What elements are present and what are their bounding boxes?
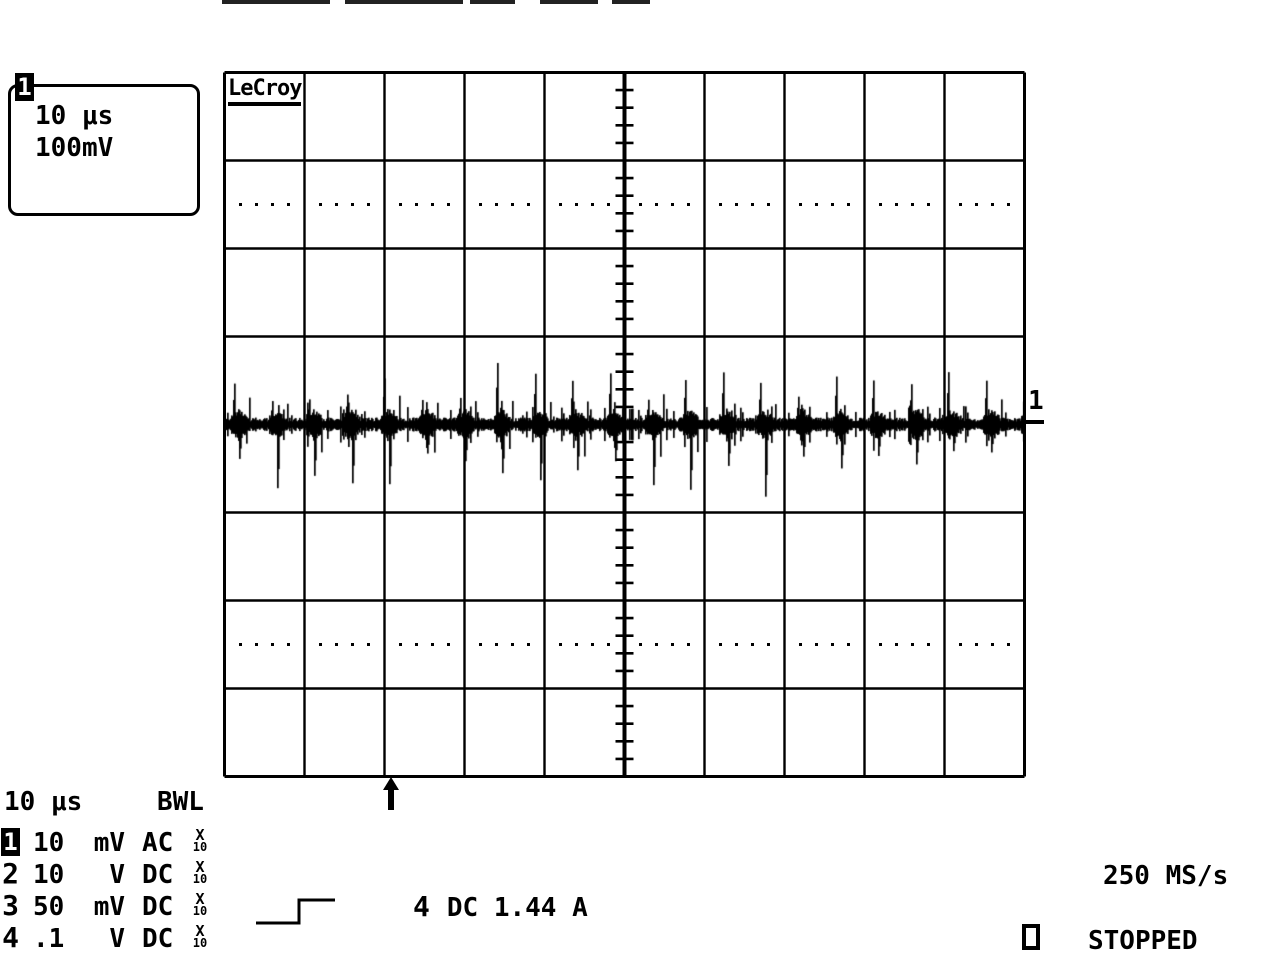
channel-1-probe-x10-icon: X 10 xyxy=(192,826,208,854)
trigger-source-channel: 4 xyxy=(413,890,430,923)
channel-3-unit: mV xyxy=(93,892,125,922)
channel-3-coupling: DC xyxy=(142,892,174,922)
channel-2-coupling: DC xyxy=(142,860,174,890)
channel-1-waveform-trace xyxy=(223,71,1026,778)
channel-1-badge: 1 xyxy=(1,828,20,856)
trace-1-level-marker-dash xyxy=(1024,420,1044,424)
channel-2-number: 2 xyxy=(2,857,19,890)
channel-4-unit: V xyxy=(109,924,125,954)
screen-artifact-bar xyxy=(612,0,650,4)
sample-rate-readout: 250 MS/s xyxy=(1103,861,1229,891)
channel-row-4: 4 .1 V DC X 10 xyxy=(0,924,230,954)
channel-row-2: 2 10 V DC X 10 xyxy=(0,860,230,890)
channel-3-number: 3 xyxy=(2,889,19,922)
channel-4-scale: .1 xyxy=(33,924,65,954)
trace-1-level-marker-label: 1 xyxy=(1028,386,1044,416)
stop-state-icon xyxy=(1022,924,1040,950)
channel-4-coupling: DC xyxy=(142,924,174,954)
channel-4-number: 4 xyxy=(2,921,19,954)
footer-timebase: 10 μs xyxy=(4,787,83,817)
channel-2-probe-x10-icon: X 10 xyxy=(192,858,208,886)
screen-artifact-bar xyxy=(540,0,598,4)
channel-3-scale: 50 xyxy=(33,892,65,922)
channel-3-probe-x10-icon: X 10 xyxy=(192,890,208,918)
channel-2-scale: 10 xyxy=(33,860,65,890)
trigger-level-readout: DC 1.44 A xyxy=(446,893,588,923)
trace-vdiv-readout: 100mV xyxy=(35,133,114,163)
trace-info-box: 1 10 μs 100mV xyxy=(8,73,200,216)
channel-row-1: 1 10 mV AC X 10 xyxy=(0,828,230,858)
screen-artifact-bar xyxy=(222,0,330,4)
channel-row-3: 3 50 mV DC X 10 xyxy=(0,892,230,922)
channel-1-coupling: AC xyxy=(142,828,174,858)
channel-1-unit: mV xyxy=(93,828,125,858)
trigger-readout: 4 DC 1.44 A xyxy=(413,890,588,923)
trigger-position-arrow-icon xyxy=(383,777,399,810)
channel-2-unit: V xyxy=(109,860,125,890)
trace-timebase-readout: 10 μs xyxy=(35,101,114,131)
channel-1-scale: 10 xyxy=(33,828,65,858)
screen-artifact-bar xyxy=(470,0,515,4)
graticule xyxy=(223,71,1026,778)
acquisition-status: STOPPED xyxy=(1088,926,1198,956)
channel-1-badge: 1 xyxy=(15,73,34,101)
channel-4-probe-x10-icon: X 10 xyxy=(192,922,208,950)
rising-edge-trigger-icon xyxy=(256,898,335,925)
screen-artifact-bar xyxy=(345,0,463,4)
bandwidth-limit-indicator: BWL xyxy=(157,787,204,817)
